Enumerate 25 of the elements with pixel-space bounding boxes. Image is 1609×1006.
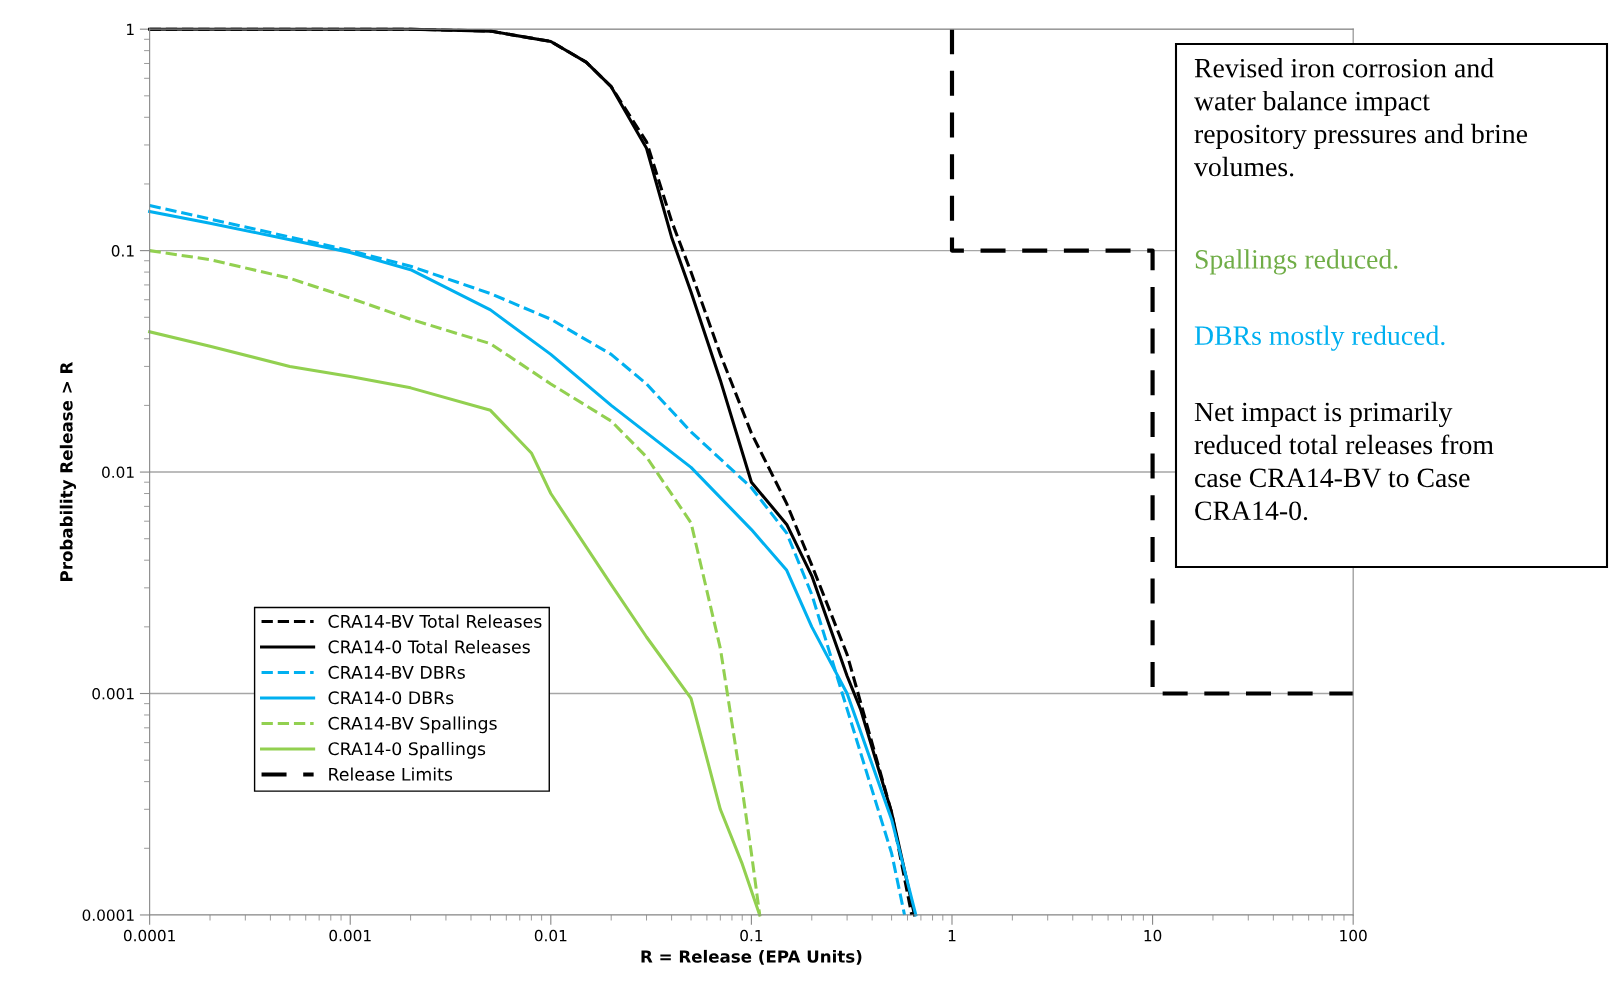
legend-label: CRA14-BV Total Releases	[328, 614, 542, 628]
x-tick-label: 10	[1144, 929, 1162, 942]
x-tick-label: 0.0001	[123, 929, 175, 942]
legend-label: Release Limits	[329, 767, 453, 781]
annotation: DBRs mostly reduced.	[1194, 325, 1445, 351]
y-tick-label: 0.001	[92, 687, 134, 700]
x-tick-label: 1	[948, 930, 956, 942]
annotation: Revised iron corrosion and water balance impact repository pressures and brine volumes.	[1194, 58, 1528, 177]
y-tick-label: 0.01	[102, 466, 134, 479]
y-axis-title: Probability Release > R	[59, 362, 77, 581]
legend-label: CRA14-0 Total Releases	[328, 639, 530, 654]
y-tick-label: 0.1	[111, 245, 134, 257]
annotation: Spallings reduced.	[1195, 249, 1398, 275]
legend-label: CRA14-BV DBRs	[328, 665, 465, 679]
legend-label: CRA14-0 DBRs	[328, 691, 454, 705]
legend-label: CRA14-0 Spallings	[328, 741, 486, 759]
legend-label: CRA14-BV Spallings	[328, 716, 497, 734]
x-tick-label: 100	[1340, 929, 1367, 942]
x-tick-label: 0.01	[534, 929, 567, 942]
annotation: Net impact is primarily reduced total releases from case CRA14-BV to Case CRA14-0.	[1194, 401, 1494, 521]
x-axis-title: R = Release (EPA Units)	[641, 949, 862, 965]
y-tick-label: 0.0001	[82, 909, 134, 921]
x-tick-label: 0.1	[740, 929, 763, 942]
x-tick-label: 0.001	[329, 929, 371, 942]
y-tick-label: 1	[127, 23, 134, 35]
